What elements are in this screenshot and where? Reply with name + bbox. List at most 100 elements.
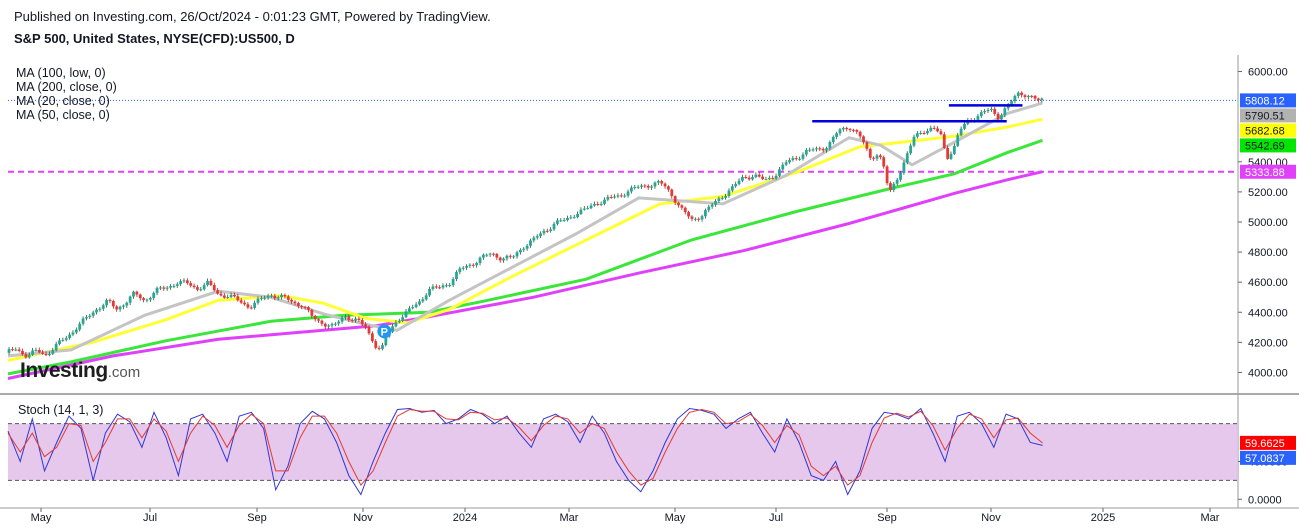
candle-body [209,280,213,285]
candle-body [838,129,842,134]
time-tick-label: Sep [877,512,897,524]
candle-body [249,307,253,309]
candle-body [340,317,344,322]
candle-body [206,280,209,286]
candle-body [256,298,260,303]
candle-body [936,128,939,132]
candle-body [85,317,88,319]
price-tick-label: 4800.00 [1248,247,1288,259]
candle-body [673,196,677,203]
time-tick-label: Jul [143,512,157,524]
stoch-legend[interactable]: Stoch (14, 1, 3) [18,403,104,417]
candle-body [613,196,616,198]
price-tick-label: 6000.00 [1248,67,1288,79]
candle-body [919,132,923,134]
candle-body [397,321,401,323]
candle-body [31,350,34,355]
candle-body [458,268,462,273]
candle-body [667,186,670,190]
candle-body [431,286,435,289]
candle-body [986,109,990,112]
candle-body [219,293,223,296]
candle-body [142,298,146,300]
candle-body [693,218,697,220]
ma-legend-item[interactable]: MA (50, close, 0) [16,108,110,122]
candle-body [865,142,869,149]
candle-body [848,129,852,131]
candle-body [1037,98,1040,101]
candle-body [444,285,448,287]
candle-body [310,309,314,316]
candle-body [414,304,418,308]
candle-body [1010,101,1013,105]
candle-body [280,294,283,298]
candle-body [788,159,791,163]
candle-body [801,154,805,159]
candle-body [922,132,926,134]
candle-body [455,272,458,280]
ma-legend-item[interactable]: MA (100, low, 0) [16,66,106,80]
candle-body [963,123,966,129]
candle-body [949,153,953,159]
candle-body [138,294,142,299]
price-tag-label: 59.6625 [1245,438,1285,450]
candle-body [320,320,324,324]
candle-body [357,318,361,321]
candle-body [1023,95,1027,98]
candle-body [498,257,502,261]
candle-body [148,297,152,300]
candle-body [58,340,61,345]
candle-body [579,209,583,214]
candle-body [885,166,889,184]
candle-body [774,175,778,179]
price-tick-label: 4400.00 [1248,307,1288,319]
price-tag [1240,450,1296,465]
candle-body [828,142,832,149]
candle-body [152,292,156,298]
candle-body [784,162,788,165]
candle-body [912,136,916,146]
candle-body [979,112,983,117]
candle-body [946,147,950,159]
candle-body [724,195,728,198]
candle-body [505,255,509,259]
candle-body [384,336,388,346]
candle-body [515,252,519,257]
candle-body [559,220,563,222]
candle-body [155,287,159,293]
candle-body [263,297,267,299]
candle-body [586,208,590,210]
candle-body [852,129,855,131]
candle-body [421,299,425,302]
ma-legend-item[interactable]: MA (20, close, 0) [16,94,110,108]
candle-body [391,326,394,332]
candle-body [690,216,694,219]
candle-body [71,332,75,335]
candle-body [333,323,337,325]
candle-body [825,148,828,151]
candle-body [895,179,899,184]
candle-body [111,301,115,307]
candle-body [875,155,879,159]
candle-body [95,309,98,313]
candle-body [485,254,489,256]
candle-body [1000,115,1003,120]
ma-legend-item[interactable]: MA (200, close, 0) [16,80,117,94]
price-tag [1240,123,1296,138]
candle-body [660,181,664,184]
candle-body [81,318,85,324]
candle-body [354,318,357,321]
logo-brand: Investing [20,359,108,382]
candle-body [882,157,886,167]
candle-body [1026,95,1030,98]
price-tag [1240,164,1296,179]
candle-body [1040,98,1044,101]
price-tag [1240,435,1296,450]
candle-body [468,264,472,266]
candle-body [165,287,169,289]
candle-body [135,291,139,295]
ma-50-line [7,101,1043,358]
ma-20-line [7,117,1043,362]
candle-body [182,280,186,282]
